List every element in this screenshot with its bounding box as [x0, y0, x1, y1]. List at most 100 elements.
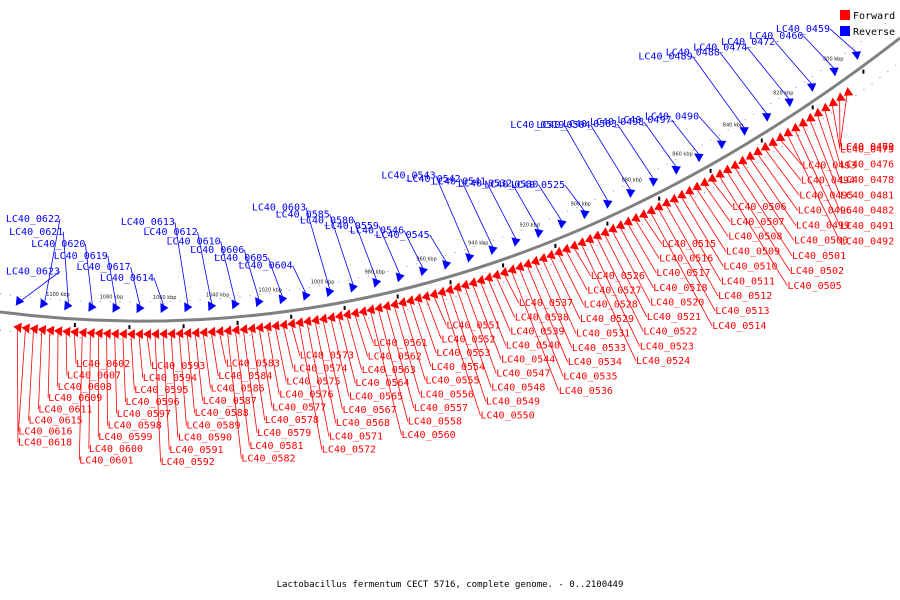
forward-gene-label: LC40_0564 [355, 378, 409, 389]
leader-line [146, 334, 152, 367]
forward-gene-arrow [546, 249, 556, 260]
forward-gene-arrow [646, 205, 656, 215]
leader-line [220, 241, 237, 305]
leader-line [250, 328, 266, 421]
reverse-gene-arrow [534, 228, 544, 239]
reverse-gene-arrow [511, 237, 521, 247]
reverse-gene-arrow [325, 287, 335, 298]
leader-line [590, 124, 633, 192]
tick-label: 880 kbp [622, 178, 642, 184]
leader-line [138, 334, 144, 379]
leader-line [541, 258, 577, 334]
label-layer: LC40_0459LC40_0460LC40_0472LC40_0474LC40… [6, 24, 894, 468]
leader-line [518, 267, 564, 377]
forward-gene-label: LC40_0562 [368, 352, 422, 363]
forward-gene-arrow [437, 286, 447, 297]
leader-line [47, 330, 51, 399]
reverse-gene-label: LC40_0613 [121, 217, 175, 228]
reverse-gene-label: LC40_0546 [350, 226, 404, 237]
forward-gene-label: LC40_0575 [286, 377, 340, 388]
reverse-gene-label: LC40_0488 [666, 47, 720, 58]
leader-line [779, 138, 803, 166]
leader-line [305, 207, 331, 292]
leader-line [756, 152, 799, 211]
forward-gene-label: LC40_0616 [18, 427, 72, 438]
reverse-gene-arrow [372, 277, 382, 288]
reverse-gene-label: LC40_0541 [432, 176, 486, 187]
forward-gene-label: LC40_0596 [126, 397, 180, 408]
leader-line [28, 328, 34, 421]
reverse-gene-label: LC40_0503 [563, 119, 617, 130]
leader-line [603, 233, 648, 318]
forward-gene-arrow [661, 197, 672, 207]
forward-gene-label: LC40_0583 [226, 358, 280, 369]
leader-line [298, 322, 323, 450]
tick-mark [290, 314, 293, 319]
leader-line [44, 219, 61, 304]
leader-line [346, 314, 362, 371]
reverse-gene-label: LC40_0543 [381, 171, 435, 182]
forward-gene-arrow [175, 328, 184, 339]
reverse-gene-label: LC40_0498 [590, 117, 644, 128]
forward-gene-label: LC40_0501 [792, 251, 846, 262]
forward-gene-arrow [806, 112, 816, 122]
forward-gene-label: LC40_0531 [576, 329, 630, 340]
reverse-gene-label: LC40_0460 [749, 31, 803, 42]
leader-line [170, 333, 179, 438]
leader-line [292, 265, 308, 296]
reverse-gene-arrow [761, 113, 772, 122]
forward-gene-arrow [798, 117, 809, 127]
forward-gene-label: LC40_0540 [506, 341, 560, 352]
forward-gene-arrow [715, 168, 725, 178]
leader-line [549, 255, 581, 320]
forward-gene-arrow [783, 127, 794, 137]
forward-gene-arrow [585, 233, 595, 244]
reverse-gene-label: LC40_0489 [638, 51, 692, 62]
forward-gene-arrow [452, 282, 462, 292]
reverse-gene-arrow [694, 153, 704, 163]
tick-mark [73, 323, 76, 328]
leader-line [829, 28, 859, 54]
leader-line [234, 330, 250, 446]
leader-line [460, 178, 495, 250]
reverse-gene-arrow [806, 83, 817, 92]
forward-gene-arrow [600, 227, 610, 237]
tick-label: 1020 kbp [258, 287, 282, 293]
leader-line [322, 319, 343, 410]
leader-line [73, 332, 77, 365]
leader-line [634, 218, 660, 259]
forward-gene-arrow [271, 320, 280, 331]
forward-gene-label: LC40_0547 [496, 369, 550, 380]
forward-gene-label: LC40_0535 [563, 372, 617, 383]
leader-line [616, 123, 655, 181]
leader-line [747, 47, 791, 101]
forward-gene-label: LC40_0526 [591, 271, 645, 282]
tick-label: 820 kbp [773, 91, 793, 97]
leader-line [557, 252, 584, 305]
forward-gene-label: LC40_0563 [362, 365, 416, 376]
tick-label: 1080 kbp [100, 295, 124, 301]
reverse-gene-arrow [255, 297, 264, 308]
forward-gene-arrow [491, 269, 502, 280]
leader-line [393, 304, 421, 395]
forward-gene-arrow [499, 267, 509, 277]
leader-line [718, 174, 788, 287]
leader-line [680, 195, 724, 267]
leader-line [107, 255, 118, 308]
leader-line [409, 300, 432, 367]
forward-gene-label: LC40_0579 [257, 428, 311, 439]
forward-gene-arrow [263, 321, 272, 332]
forward-gene-label: LC40_0500 [794, 236, 848, 247]
forward-gene-arrow [592, 230, 603, 240]
forward-gene-label: LC40_0576 [279, 390, 333, 401]
leader-line [719, 52, 769, 116]
forward-gene-arrow [828, 97, 839, 107]
reverse-gene-arrow [302, 291, 311, 301]
leader-line [672, 199, 722, 282]
leader-line [210, 331, 219, 376]
tick-mark [709, 168, 712, 173]
forward-gene-label: LC40_0521 [647, 312, 701, 323]
forward-gene-label: LC40_0618 [18, 437, 72, 448]
forward-gene-label: LC40_0552 [441, 334, 495, 345]
tick-mark [658, 196, 661, 201]
